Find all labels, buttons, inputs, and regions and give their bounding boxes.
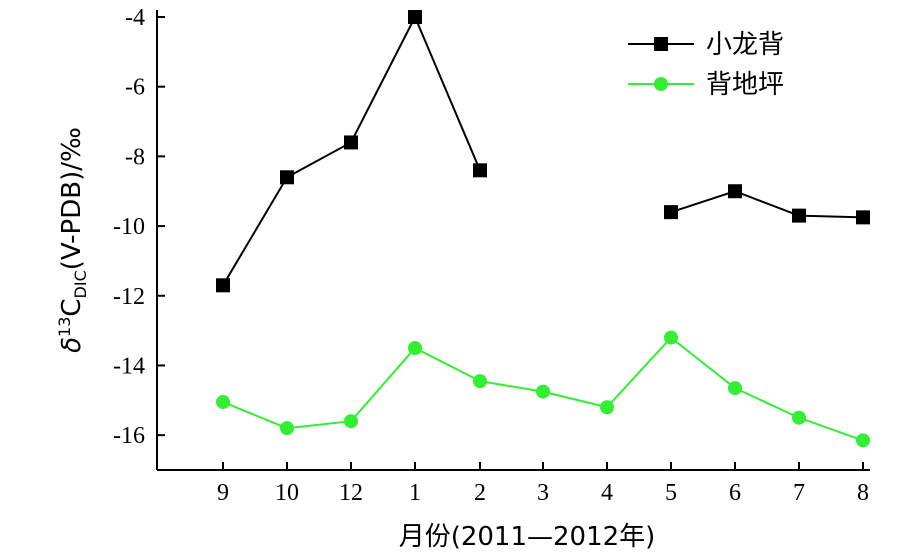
y-axis-title-sub: DIC (71, 270, 90, 298)
data-point (728, 381, 742, 396)
series-line-0 (222, 14, 481, 286)
series-layer (216, 10, 870, 448)
legend-label-0: 小龙背 (706, 30, 784, 60)
y-axis-title-main: C (57, 298, 87, 316)
y-tick-label: -14 (113, 353, 145, 379)
data-point (280, 170, 294, 185)
data-point (473, 163, 487, 178)
data-point (792, 410, 806, 425)
data-point (792, 208, 806, 223)
data-point (280, 421, 294, 436)
y-tick-label: -6 (125, 75, 145, 101)
x-tick-label: 9 (217, 480, 229, 506)
y-tick-label: -12 (113, 284, 145, 310)
x-tick-label: 7 (793, 480, 805, 506)
x-tick-label: 4 (601, 480, 613, 506)
x-tick-label: 6 (729, 480, 741, 506)
data-point (473, 374, 487, 389)
y-tick-label: -16 (113, 423, 145, 449)
data-point (344, 414, 358, 429)
y-tick-label: -4 (125, 5, 145, 31)
x-tick-label: 3 (537, 480, 549, 506)
y-axis-title-suffix: (V-PDB)/‰ (57, 127, 87, 270)
x-ticks: 9 10 12 1 2 3 4 5 6 7 8 (217, 462, 869, 506)
data-point (216, 395, 230, 410)
x-tick-label: 12 (339, 480, 363, 506)
series-line-0 (670, 190, 864, 219)
y-tick-label: -10 (113, 214, 145, 240)
y-axis-title-sup: 13 (55, 317, 74, 337)
y-axis-title: δ13CDIC(V-PDB)/‰ (55, 127, 90, 353)
legend-marker-1 (654, 77, 668, 91)
legend-item-1: 背地坪 (628, 70, 784, 100)
data-point (216, 278, 230, 293)
data-point (408, 10, 422, 24)
data-point (344, 135, 358, 150)
legend: 小龙背 背地坪 (628, 30, 784, 100)
y-axis-title-prefix: δ (57, 337, 87, 353)
series-0 (216, 10, 870, 293)
data-point (856, 210, 870, 225)
legend-label-1: 背地坪 (706, 70, 784, 100)
x-tick-label: 2 (474, 480, 486, 506)
data-point (600, 400, 614, 415)
x-tick-label: 10 (275, 480, 299, 506)
data-point (728, 184, 742, 199)
data-point (856, 433, 870, 448)
data-point (408, 341, 422, 356)
data-point (536, 384, 550, 399)
y-tick-label: -8 (125, 144, 145, 170)
y-ticks: -4 -6 -8 -10 -12 -14 -16 (113, 5, 165, 449)
series-1 (216, 330, 870, 448)
data-point (664, 205, 678, 220)
x-axis-title: 月份(2011—2012年) (399, 522, 656, 552)
x-tick-label: 1 (409, 480, 421, 506)
x-tick-label: 5 (665, 480, 677, 506)
legend-item-0: 小龙背 (628, 30, 784, 60)
legend-marker-0 (654, 37, 668, 51)
x-tick-label: 8 (857, 480, 869, 506)
data-point (664, 330, 678, 345)
